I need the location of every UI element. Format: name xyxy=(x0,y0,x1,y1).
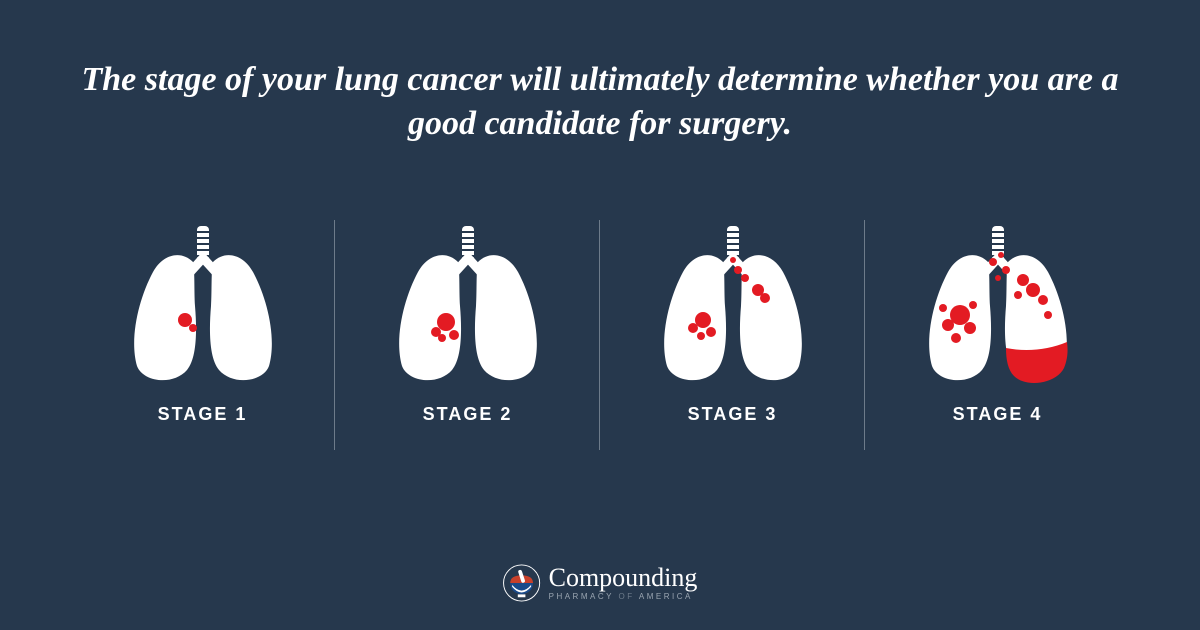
stage-1-label: STAGE 1 xyxy=(158,404,248,425)
lung-diagram-3 xyxy=(633,220,833,390)
brand-sub-right: AMERICA xyxy=(639,592,693,601)
lung-diagram-1 xyxy=(103,220,303,390)
lung-diagram-2 xyxy=(368,220,568,390)
brand-logo: Compounding PHARMACY OF AMERICA xyxy=(503,564,698,602)
stage-3-label: STAGE 3 xyxy=(688,404,778,425)
mortar-pestle-icon xyxy=(503,564,541,602)
stages-container: STAGE 1 STAGE 2 xyxy=(70,220,1130,460)
stage-2: STAGE 2 xyxy=(335,220,600,460)
brand-text: Compounding PHARMACY OF AMERICA xyxy=(549,565,698,601)
stage-4-label: STAGE 4 xyxy=(953,404,1043,425)
headline-text: The stage of your lung cancer will ultim… xyxy=(70,58,1130,145)
brand-tagline: PHARMACY OF AMERICA xyxy=(549,593,698,601)
lung-diagram-4 xyxy=(898,220,1098,390)
stage-3: STAGE 3 xyxy=(600,220,865,460)
brand-sub-left: PHARMACY xyxy=(549,592,614,601)
stage-4: STAGE 4 xyxy=(865,220,1130,460)
brand-name: Compounding xyxy=(549,565,698,591)
brand-sub-mid: OF xyxy=(619,592,635,601)
stage-1: STAGE 1 xyxy=(70,220,335,460)
stage-2-label: STAGE 2 xyxy=(423,404,513,425)
